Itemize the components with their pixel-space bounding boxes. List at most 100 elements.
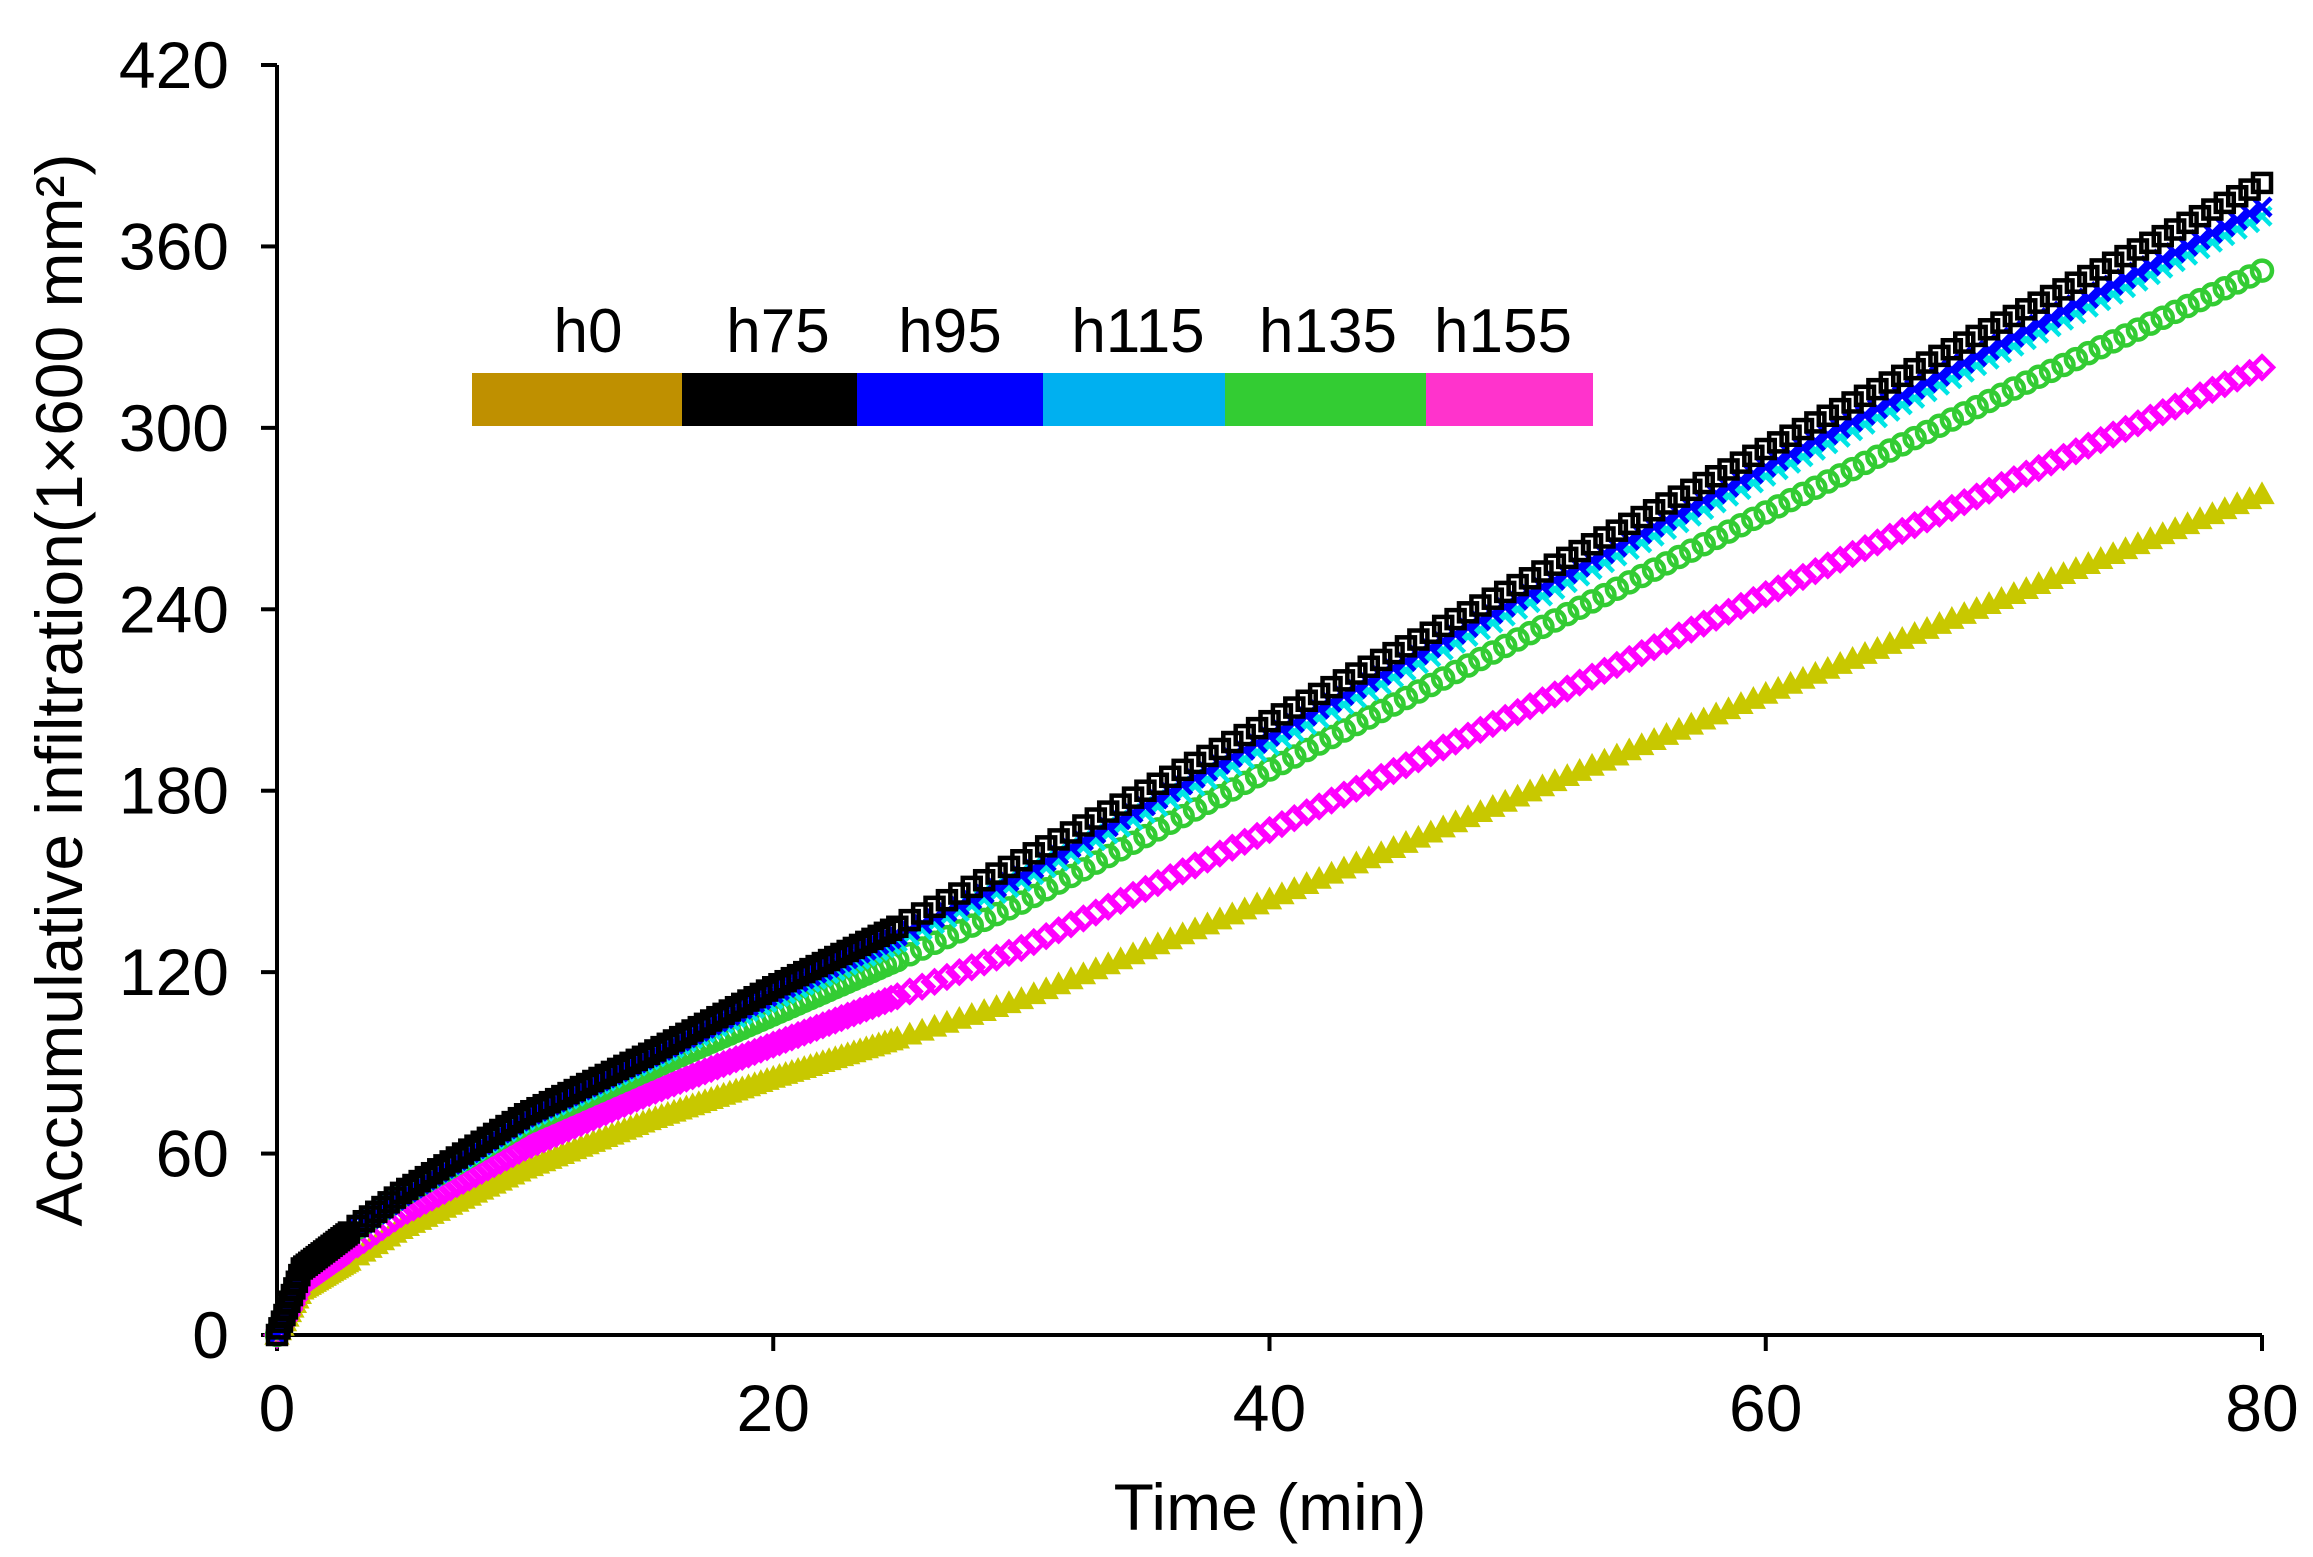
y-tick-label: 120 — [119, 935, 229, 1009]
data-point — [1767, 450, 1789, 472]
data-point — [1468, 646, 1493, 672]
data-point — [960, 875, 983, 899]
data-point — [1903, 357, 1926, 381]
data-point — [961, 888, 983, 911]
data-point — [1269, 750, 1295, 776]
data-point — [2114, 244, 2137, 268]
data-point — [1393, 685, 1419, 711]
data-point — [947, 919, 972, 944]
data-point — [2238, 203, 2261, 225]
data-point — [984, 901, 1009, 927]
data-point — [554, 1114, 583, 1143]
data-point — [1429, 733, 1458, 762]
data-point — [1391, 750, 1421, 780]
data-point — [2138, 311, 2163, 336]
data-point — [1790, 481, 1816, 507]
data-point — [1841, 391, 1864, 414]
data-point — [1875, 522, 1904, 551]
data-point — [932, 962, 962, 992]
data-point — [1987, 470, 2016, 500]
data-point — [1555, 601, 1580, 627]
data-point — [2086, 425, 2115, 455]
data-point — [1641, 557, 1667, 582]
data-point — [2225, 184, 2249, 208]
data-point — [839, 999, 869, 1028]
data-point — [1854, 404, 1876, 426]
data-point — [1791, 417, 1815, 441]
data-point — [2235, 358, 2264, 388]
data-point — [1999, 465, 2029, 494]
data-point — [1739, 585, 1768, 615]
data-point — [1853, 384, 1877, 408]
data-point — [752, 1032, 782, 1062]
data-point — [1989, 382, 2014, 407]
legend-swatch-h155 — [1426, 373, 1593, 426]
data-point — [1763, 574, 1793, 603]
data-point — [1517, 620, 1543, 646]
data-point — [1754, 437, 1777, 461]
data-point — [821, 1006, 850, 1035]
data-point — [771, 1025, 800, 1055]
data-point — [1220, 777, 1245, 802]
data-point — [1863, 528, 1892, 557]
data-point — [1267, 809, 1297, 839]
data-point — [1143, 868, 1173, 898]
data-point — [715, 1047, 745, 1076]
data-point — [740, 1037, 769, 1067]
data-point — [2001, 376, 2027, 401]
data-point — [1491, 703, 1520, 733]
data-point — [1590, 656, 1619, 686]
data-point — [1379, 756, 1408, 786]
data-point — [1928, 344, 1951, 368]
data-point — [814, 1008, 844, 1038]
data-point — [1779, 424, 1802, 447]
data-point — [647, 1074, 676, 1103]
data-point — [1007, 933, 1036, 963]
data-point — [2223, 364, 2252, 393]
data-point — [1304, 792, 1334, 821]
data-point — [2076, 340, 2101, 366]
data-point — [510, 1133, 540, 1162]
y-tick-label: 360 — [119, 209, 229, 283]
data-point — [560, 1111, 589, 1140]
data-point — [1728, 512, 1754, 538]
data-point — [1195, 790, 1220, 816]
data-point — [2176, 211, 2199, 235]
data-point — [2061, 437, 2091, 466]
legend-swatch-h75 — [682, 373, 857, 426]
data-point — [922, 930, 947, 956]
data-point — [1158, 810, 1183, 836]
data-point — [1095, 843, 1121, 869]
y-tick-label: 180 — [119, 754, 229, 828]
series-layer — [262, 171, 2277, 1350]
data-point — [1717, 476, 1740, 498]
data-point — [2173, 386, 2202, 416]
data-point — [886, 915, 909, 939]
legend-label-h115: h115 — [1071, 297, 1204, 366]
data-point — [2185, 381, 2215, 410]
legend-label-h75: h75 — [726, 297, 829, 366]
data-point — [1927, 413, 1952, 438]
data-point — [2064, 271, 2088, 294]
data-point — [1280, 804, 1309, 833]
data-point — [1592, 582, 1617, 608]
data-point — [1230, 827, 1259, 856]
data-point — [883, 982, 912, 1011]
data-point — [1751, 579, 1780, 609]
data-point — [1652, 627, 1681, 656]
legend-swatch-h95 — [857, 373, 1043, 426]
data-point — [2036, 448, 2066, 477]
data-point — [2247, 353, 2277, 382]
data-point — [1441, 727, 1470, 756]
data-point — [777, 1023, 807, 1052]
data-point — [541, 1119, 571, 1149]
data-point — [1466, 715, 1495, 744]
data-point — [728, 1042, 757, 1071]
data-point — [1815, 469, 1841, 494]
data-point — [996, 896, 1022, 921]
data-point — [1990, 311, 2013, 334]
data-point — [2074, 431, 2103, 460]
data-point — [1542, 608, 1568, 633]
data-point — [585, 1100, 614, 1130]
data-point — [1108, 837, 1133, 862]
